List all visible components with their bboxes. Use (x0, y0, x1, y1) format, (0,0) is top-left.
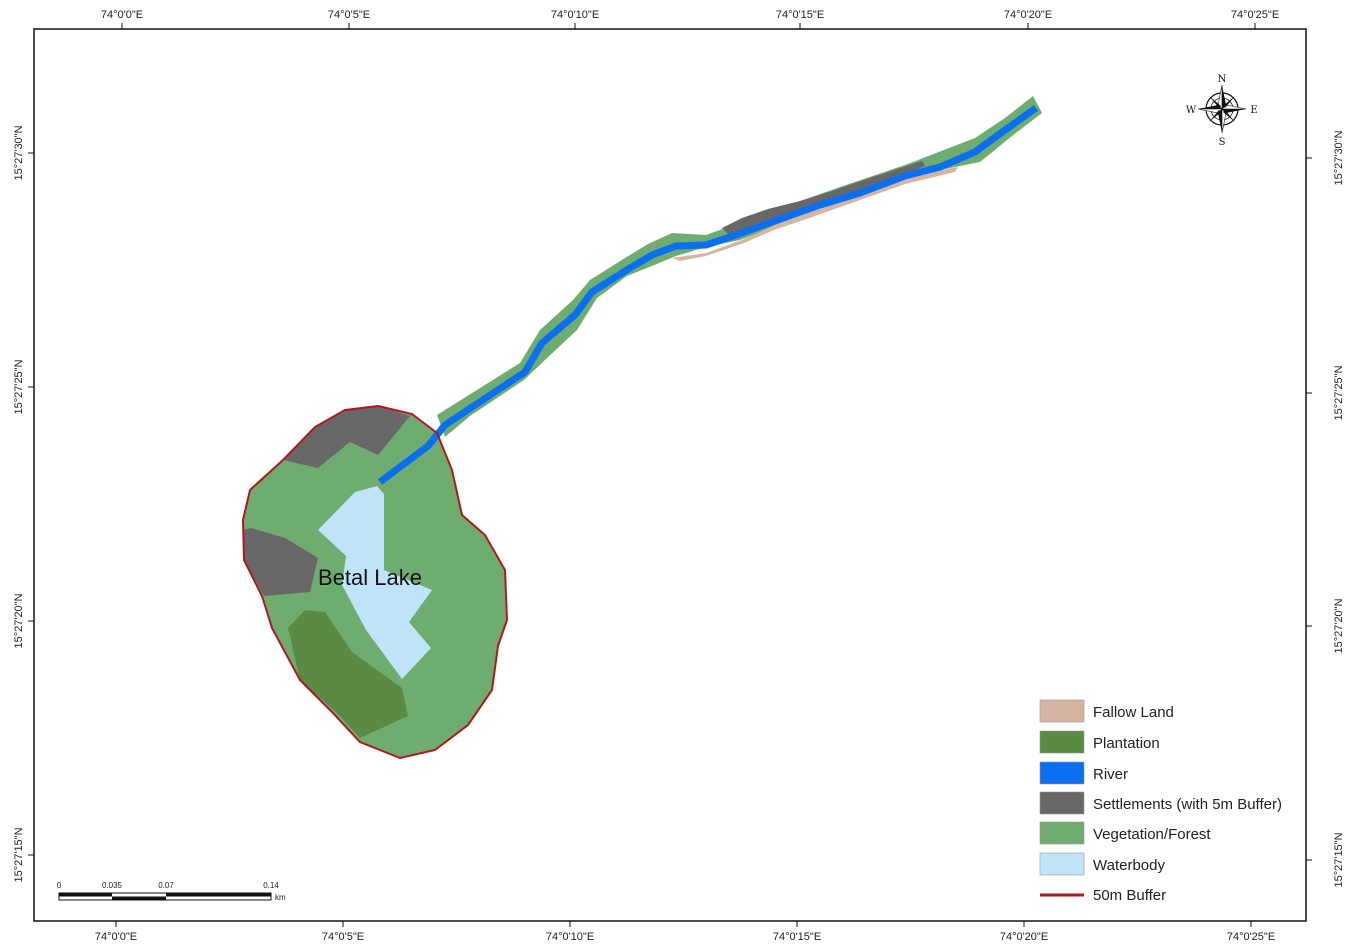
lon-label: 74°0'0"E (95, 931, 137, 943)
lon-label: 74°0'20"E (1004, 9, 1052, 21)
legend-item-fallow: Fallow Land (1039, 699, 1174, 723)
compass-w: W (1186, 105, 1197, 116)
legend-label: Plantation (1093, 735, 1160, 752)
lon-label: 74°0'20"E (1000, 931, 1048, 943)
settlement-north (283, 406, 410, 468)
scale-tick: 0.035 (102, 881, 123, 890)
lat-labels-right: 15°27'30"N 15°27'25"N 15°27'20"N 15°27'1… (1333, 130, 1345, 887)
legend-item-vegetation: Vegetation/Forest (1039, 821, 1211, 845)
scale-bar: 0 0.035 0.07 0.14 km (57, 881, 286, 902)
lon-label: 74°0'0"E (101, 9, 143, 21)
legend-item-river: River (1039, 761, 1128, 785)
lon-ticks-bottom (115, 921, 1252, 927)
lon-label: 74°0'5"E (322, 931, 364, 943)
legend-label: River (1093, 766, 1128, 783)
plantation-patch (288, 610, 408, 738)
compass-s: S (1219, 137, 1226, 148)
settlement-strip (722, 161, 925, 236)
legend-item-settlements: Settlements (with 5m Buffer) (1039, 791, 1282, 815)
legend-label: Vegetation/Forest (1093, 826, 1211, 843)
lat-label: 15°27'20"N (13, 593, 25, 648)
lon-labels-bottom: 74°0'0"E 74°0'5"E 74°0'10"E 74°0'15"E 74… (95, 931, 1275, 943)
lake-waterbody (318, 486, 432, 679)
river-channel (377, 105, 1039, 485)
lat-labels-left: 15°27'30"N 15°27'25"N 15°27'20"N 15°27'1… (13, 125, 25, 882)
lon-label: 74°0'10"E (551, 9, 599, 21)
scale-unit: km (275, 893, 286, 902)
lon-labels-top: 74°0'0"E 74°0'5"E 74°0'10"E 74°0'15"E 74… (101, 9, 1279, 21)
lat-label: 15°27'15"N (1333, 832, 1345, 887)
legend-item-buffer: 50m Buffer (1040, 887, 1166, 904)
lat-label: 15°27'25"N (1333, 365, 1345, 420)
fallow-land-patch (672, 167, 958, 261)
lon-ticks-top (121, 23, 1256, 29)
scale-tick: 0 (57, 881, 62, 890)
lon-label: 74°0'15"E (776, 9, 824, 21)
lat-label: 15°27'20"N (1333, 598, 1345, 653)
scale-tick: 0.07 (158, 881, 174, 890)
legend-label: Waterbody (1093, 857, 1165, 874)
land-use-layer (241, 96, 1042, 760)
compass-e: E (1250, 105, 1257, 116)
scale-tick: 0.14 (263, 881, 279, 890)
lat-label: 15°27'15"N (13, 827, 25, 882)
lon-label: 74°0'15"E (773, 931, 821, 943)
lat-ticks-left (28, 152, 34, 856)
lat-label: 15°27'25"N (13, 359, 25, 414)
buffer-outline (241, 404, 509, 760)
lat-label: 15°27'30"N (1333, 130, 1345, 185)
lon-label: 74°0'25"E (1227, 931, 1275, 943)
lon-label: 74°0'25"E (1231, 9, 1279, 21)
compass-n: N (1218, 74, 1227, 85)
legend-item-plantation: Plantation (1039, 730, 1160, 754)
lake-name-label: Betal Lake (318, 565, 422, 590)
legend-label: Settlements (with 5m Buffer) (1093, 796, 1282, 813)
lon-label: 74°0'5"E (328, 9, 370, 21)
legend-label: Fallow Land (1093, 704, 1174, 721)
lat-ticks-right (1306, 157, 1312, 861)
legend-item-waterbody: Waterbody (1039, 852, 1165, 876)
legend-label: 50m Buffer (1093, 887, 1166, 904)
map-frame (33, 28, 1307, 922)
lat-label: 15°27'30"N (13, 125, 25, 180)
legend: Fallow Land Plantation River Settlements… (1039, 699, 1282, 904)
settlement-west (243, 528, 318, 596)
river-corridor-vegetation (437, 96, 1042, 437)
compass-rose-icon: N S E W (1186, 74, 1258, 148)
lon-label: 74°0'10"E (546, 931, 594, 943)
